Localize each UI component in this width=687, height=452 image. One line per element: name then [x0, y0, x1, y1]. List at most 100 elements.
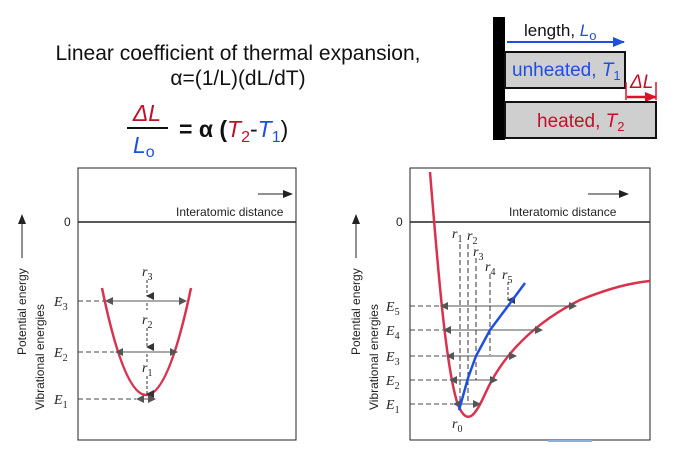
right-e2-label: E: [385, 374, 395, 389]
unheated-symbol: T: [602, 60, 615, 81]
heated-label: heated,: [537, 111, 606, 132]
fixed-wall: [493, 17, 505, 140]
length-symbol: L: [580, 21, 589, 40]
left-e3-label: E: [53, 295, 63, 310]
left-zero-label: 0: [64, 215, 71, 229]
svg-text:Lo: Lo: [133, 132, 155, 161]
right-r4-sub: 4: [490, 267, 495, 278]
length-label: length,: [524, 21, 580, 40]
left-level-e2: E2: [53, 346, 178, 364]
right-r5-label: r: [502, 268, 508, 283]
left-y-axis-inner: Vibrational energies: [33, 304, 47, 410]
title-line-2: α=(1/L)(dL/dT): [170, 67, 305, 90]
left-e2-sub: 2: [63, 353, 68, 364]
right-r2-sub: 2: [472, 236, 477, 247]
svg-text:E4: E4: [385, 324, 400, 342]
right-e3-label: E: [385, 350, 395, 365]
right-r0-sub: 0: [457, 424, 462, 435]
right-e2-sub: 2: [395, 381, 400, 392]
heated-bar: [504, 101, 657, 139]
svg-text:= α (T2-T1): = α (T2-T1): [179, 116, 288, 146]
right-plot-frame: [409, 167, 651, 441]
right-zero-label: 0: [396, 215, 403, 229]
left-r3-sub: 3: [147, 272, 152, 283]
equation-l: L: [133, 132, 146, 158]
unheated-label: unheated,: [512, 60, 602, 81]
right-level-e3: E3: [385, 350, 517, 368]
right-r4-label: r: [485, 260, 491, 275]
right-e3-sub: 3: [395, 357, 400, 368]
svg-text:E2: E2: [385, 374, 400, 392]
svg-text:r5: r5: [502, 268, 512, 286]
right-r1-sub: 1: [457, 234, 462, 245]
equation-close: ): [281, 116, 289, 142]
left-plot: 0 Interatomic distance Potential energy …: [15, 167, 297, 441]
left-r3-label: r: [142, 265, 148, 280]
left-r1-label: r: [142, 361, 148, 376]
heated-symbol: T: [606, 111, 619, 132]
unheated-bar: [504, 51, 626, 89]
svg-text:r3: r3: [142, 265, 152, 283]
left-plot-frame: [77, 167, 297, 441]
svg-text:E5: E5: [385, 300, 400, 318]
left-e1-label: E: [53, 393, 63, 408]
right-level-e1: E1: [385, 398, 481, 416]
mean-position-line: [457, 282, 527, 411]
right-potential-curve: [428, 171, 651, 418]
header: Linear coefficient of thermal expansion,…: [56, 42, 421, 161]
equation-minus: -: [250, 116, 258, 142]
svg-text:E1: E1: [53, 393, 68, 411]
left-e3-sub: 3: [63, 302, 68, 313]
svg-text:r1: r1: [142, 361, 152, 379]
svg-text:heated, T2: heated, T2: [537, 111, 625, 134]
right-r0-label: r: [452, 417, 458, 432]
right-e4-label: E: [385, 324, 395, 339]
svg-text:E3: E3: [53, 295, 68, 313]
right-e4-sub: 4: [395, 331, 400, 342]
svg-text:E2: E2: [53, 346, 68, 364]
equation-delta-l: ΔL: [132, 100, 161, 126]
left-level-e3: E3: [53, 295, 187, 313]
right-level-e4: E4: [385, 324, 543, 342]
equation-t1-sub: 1: [272, 129, 281, 146]
left-r2-sub: 2: [147, 320, 152, 331]
svg-text:unheated, T1: unheated, T1: [512, 60, 621, 83]
left-e1-sub: 1: [63, 400, 68, 411]
right-r2-label: r: [467, 229, 473, 244]
equation-t1: T: [258, 116, 274, 142]
right-e5-sub: 5: [395, 307, 400, 318]
right-y-axis-outer: Potential energy: [349, 268, 363, 355]
left-r2-label: r: [142, 313, 148, 328]
right-e1-sub: 1: [395, 405, 400, 416]
svg-text:r4: r4: [485, 260, 495, 278]
svg-text:r3: r3: [473, 245, 483, 263]
right-r5-sub: 5: [507, 275, 512, 286]
equation-l-sub: o: [146, 144, 155, 161]
right-y-axis-inner: Vibrational energies: [367, 304, 381, 410]
right-level-e5: E5: [385, 300, 577, 318]
svg-text:E1: E1: [385, 398, 400, 416]
right-level-e2: E2: [385, 374, 498, 392]
left-level-e1: E1: [53, 393, 156, 411]
equation-t2-sub: 2: [241, 129, 250, 146]
svg-text:E3: E3: [385, 350, 400, 368]
right-e1-label: E: [385, 398, 395, 413]
right-e5-label: E: [385, 300, 395, 315]
length-sub: o: [589, 28, 596, 43]
svg-text:r0: r0: [452, 417, 462, 435]
right-plot: 0 Interatomic distance Potential energy …: [349, 167, 651, 441]
title-line-1: Linear coefficient of thermal expansion,: [56, 42, 421, 65]
delta-l-label: ΔL: [629, 72, 653, 93]
svg-text:r2: r2: [467, 229, 477, 247]
left-x-axis-label: Interatomic distance: [176, 205, 284, 219]
right-r3-label: r: [473, 245, 479, 260]
left-e2-label: E: [53, 346, 63, 361]
right-r1-label: r: [452, 227, 458, 242]
svg-text:length, Lo: length, Lo: [524, 21, 596, 43]
left-y-axis-outer: Potential energy: [15, 268, 29, 355]
svg-text:r2: r2: [142, 313, 152, 331]
svg-text:r1: r1: [452, 227, 462, 245]
equation-equals: = α (: [179, 116, 227, 142]
